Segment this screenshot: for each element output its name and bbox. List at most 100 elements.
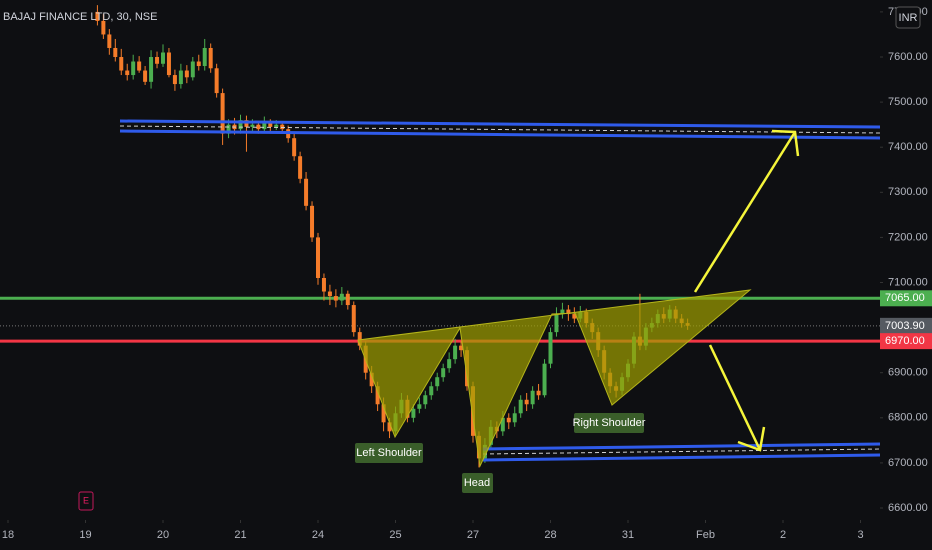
level-label-box bbox=[880, 333, 932, 350]
candle-body bbox=[304, 178, 309, 206]
candle-body bbox=[172, 75, 177, 85]
candle-body bbox=[518, 399, 523, 414]
annotation-right: Right Shoulder bbox=[573, 413, 646, 433]
candle-body bbox=[351, 305, 356, 333]
y-tick-label: 7500.00 bbox=[888, 96, 928, 108]
candle-body bbox=[315, 237, 320, 278]
chart-title: BAJAJ FINANCE LTD, 30, NSE bbox=[3, 11, 157, 23]
x-tick-label: 19 bbox=[79, 529, 91, 541]
x-tick-label: 31 bbox=[622, 529, 634, 541]
x-tick-label: 25 bbox=[389, 529, 401, 541]
candle-body bbox=[113, 47, 118, 58]
event-flag: E bbox=[78, 491, 94, 511]
candle-body bbox=[166, 52, 171, 76]
level-label-box bbox=[880, 317, 932, 334]
candle-body bbox=[554, 314, 559, 333]
candle-body bbox=[268, 122, 273, 127]
candle-body bbox=[566, 309, 571, 315]
x-tick-label: 20 bbox=[157, 529, 169, 541]
candle-body bbox=[459, 345, 464, 351]
level-label-box bbox=[880, 290, 932, 307]
upper-channel bbox=[119, 119, 881, 140]
annotation: Left Shoulder bbox=[356, 447, 422, 459]
candle-body bbox=[292, 138, 297, 157]
candle-body bbox=[244, 120, 249, 127]
candle-body bbox=[441, 368, 446, 378]
arrows bbox=[693, 129, 800, 452]
y-tick-label: 7200.00 bbox=[888, 231, 928, 243]
y-tick-label: 7100.00 bbox=[888, 276, 928, 288]
pattern bbox=[357, 289, 752, 468]
x-tick-label: 18 bbox=[2, 529, 14, 541]
candle-body bbox=[310, 205, 315, 238]
candle-body bbox=[423, 395, 428, 405]
candle-body bbox=[536, 390, 541, 396]
candle-body bbox=[137, 61, 142, 71]
y-tick-label: 6800.00 bbox=[888, 412, 928, 424]
candle-body bbox=[256, 124, 261, 130]
candle-body bbox=[333, 296, 338, 301]
candle-body bbox=[250, 124, 255, 127]
candle-body bbox=[542, 363, 547, 396]
candle-body bbox=[262, 122, 267, 130]
svg-text:E: E bbox=[83, 495, 89, 505]
candle-body bbox=[387, 422, 392, 432]
candle-body bbox=[506, 417, 511, 423]
x-tick-label: 28 bbox=[544, 529, 556, 541]
y-tick-label: 7400.00 bbox=[888, 141, 928, 153]
candle-body bbox=[274, 124, 279, 127]
candle-body bbox=[500, 417, 505, 432]
candle-body bbox=[95, 11, 100, 21]
y-tick-label: 7300.00 bbox=[888, 186, 928, 198]
x-tick-label: 24 bbox=[312, 529, 324, 541]
candle-body bbox=[572, 314, 577, 319]
y-tick-label: 6900.00 bbox=[888, 367, 928, 379]
candle-body bbox=[202, 47, 207, 67]
candle-body bbox=[220, 93, 225, 134]
candle-body bbox=[125, 70, 130, 76]
candle-body bbox=[411, 408, 416, 418]
candle-body bbox=[131, 61, 136, 76]
candle-body bbox=[512, 413, 517, 423]
x-tick-label: 3 bbox=[857, 529, 863, 541]
y-tick-label: 7600.00 bbox=[888, 51, 928, 63]
y-tick-label: 6700.00 bbox=[888, 457, 928, 469]
x-tick-label: 21 bbox=[234, 529, 246, 541]
x-tick-label: 2 bbox=[780, 529, 786, 541]
candle-body bbox=[369, 372, 374, 387]
candle-body bbox=[375, 386, 380, 405]
candle-body bbox=[101, 20, 106, 35]
currency: INR bbox=[899, 12, 918, 24]
candle-body bbox=[381, 404, 386, 423]
level-label: 6970.00 bbox=[885, 335, 925, 347]
currency-box bbox=[895, 6, 921, 29]
annotation-left: Left Shoulder bbox=[355, 443, 423, 463]
candle-body bbox=[119, 57, 124, 71]
candle-body bbox=[143, 70, 148, 82]
candle-body bbox=[524, 399, 529, 405]
candle-body bbox=[226, 124, 231, 134]
candle-body bbox=[327, 291, 332, 297]
candle-body bbox=[357, 332, 362, 346]
candle-body bbox=[298, 156, 303, 179]
candle-body bbox=[435, 377, 440, 387]
candle-body bbox=[345, 293, 350, 306]
level-label: 7065.00 bbox=[885, 292, 925, 304]
price-axis: 6600.006700.006800.006900.007000.007100.… bbox=[2, 6, 932, 541]
candle-body bbox=[190, 61, 195, 78]
lower-channel bbox=[482, 442, 881, 462]
candle-body bbox=[453, 345, 458, 360]
candle-body bbox=[429, 386, 434, 396]
candle-body bbox=[530, 390, 535, 405]
candle-body bbox=[339, 293, 344, 301]
candle-body bbox=[184, 70, 189, 78]
candle-body bbox=[280, 124, 285, 130]
candle-body bbox=[178, 70, 183, 85]
candle-body bbox=[214, 68, 219, 94]
candle-body bbox=[321, 277, 326, 292]
candle-body bbox=[548, 332, 553, 364]
candle-body bbox=[447, 359, 452, 369]
candle-body bbox=[196, 61, 201, 67]
